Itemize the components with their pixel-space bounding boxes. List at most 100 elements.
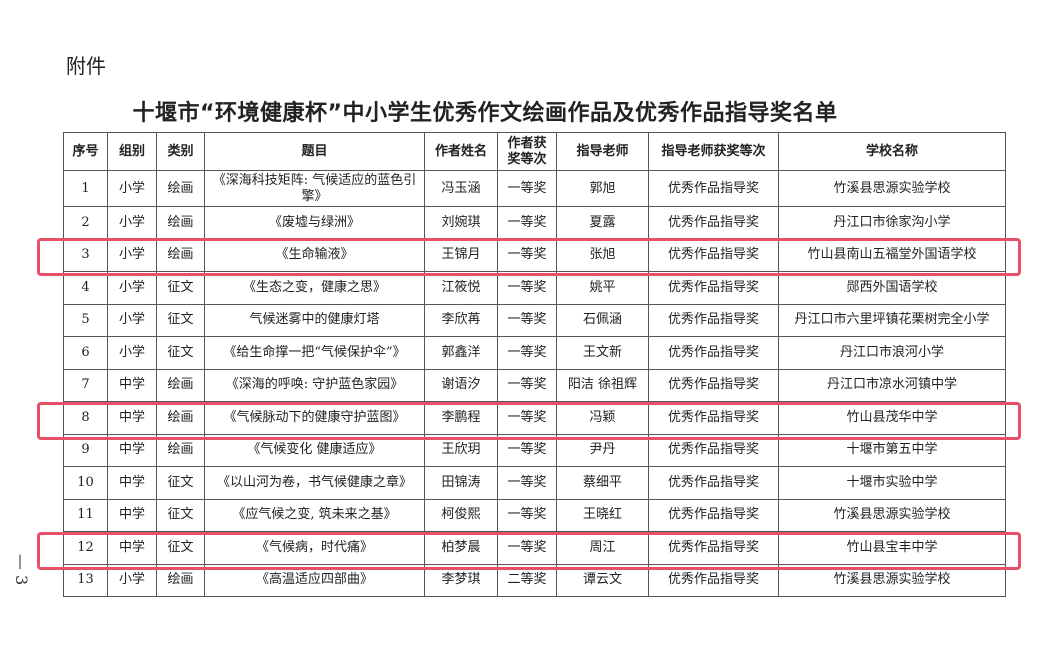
cell-teacher: 夏露 [556, 206, 649, 240]
cell-group: 中学 [107, 531, 157, 565]
cell-teacher: 郭旭 [556, 170, 649, 207]
table-row: 5 小学 征文 气候迷雾中的健康灯塔 李欣苒 一等奖 石佩涵 优秀作品指导奖 丹江口市六里坪镇花… [63, 303, 1006, 337]
table-row: 2 小学 绘画 《废墟与绿洲》 刘婉琪 一等奖 夏露 优秀作品指导奖 丹江口市徐家沟小学 [63, 206, 1006, 240]
cell-seq: 6 [63, 336, 108, 370]
cell-teacher: 姚平 [556, 271, 649, 305]
cell-seq: 2 [63, 206, 108, 240]
table-row: 10 中学 征文 《以山河为卷，书气候健康之章》 田锦涛 一等奖 蔡细平 优秀作品指导奖 十堰市… [63, 466, 1006, 500]
cell-category: 征文 [156, 498, 205, 532]
cell-author-award: 一等奖 [497, 336, 557, 370]
column-header: 组别 [107, 132, 157, 171]
cell-author: 李欣苒 [424, 303, 498, 337]
column-header: 指导老师获奖等次 [648, 132, 779, 171]
cell-seq: 4 [63, 271, 108, 305]
cell-author-award: 一等奖 [497, 498, 557, 532]
column-header: 题目 [204, 132, 425, 171]
cell-seq: 10 [63, 466, 108, 500]
cell-seq: 1 [63, 170, 108, 207]
highlight-box [37, 238, 1021, 276]
cell-title: 《废墟与绿洲》 [204, 206, 425, 240]
cell-title: 气候迷雾中的健康灯塔 [204, 303, 425, 337]
cell-school: 竹山县茂华中学 [778, 401, 1006, 435]
cell-seq: 3 [63, 238, 108, 272]
cell-author: 江筱悦 [424, 271, 498, 305]
column-header: 作者获奖等次 [497, 132, 557, 171]
table-row: 11 中学 征文 《应气候之变, 筑未来之基》 柯俊熙 一等奖 王晓红 优秀作品指导奖 竹溪县思… [63, 498, 1006, 532]
cell-category: 征文 [156, 271, 205, 305]
cell-teacher-award: 优秀作品指导奖 [648, 531, 779, 565]
cell-author: 冯玉涵 [424, 170, 498, 207]
cell-group: 中学 [107, 498, 157, 532]
cell-teacher: 周江 [556, 531, 649, 565]
cell-author: 李鹏程 [424, 401, 498, 435]
cell-teacher-award: 优秀作品指导奖 [648, 368, 779, 402]
cell-school: 竹山县宝丰中学 [778, 531, 1006, 565]
highlight-box [37, 532, 1021, 570]
cell-school: 丹江口市凉水河镇中学 [778, 368, 1006, 402]
cell-group: 中学 [107, 401, 157, 435]
table-row: 6 小学 征文 《给生命撑一把“气候保护伞”》 郭鑫洋 一等奖 王文新 优秀作品指导奖 丹江口市… [63, 336, 1006, 370]
cell-category: 绘画 [156, 206, 205, 240]
cell-school: 郧西外国语学校 [778, 271, 1006, 305]
award-table: 序号 组别 类别 题目 作者姓名 作者获奖等次 指导老师 指导老师获奖等次 学校名称 1 小学 绘画… [63, 132, 1006, 597]
cell-teacher: 阳洁 徐祖辉 [556, 368, 649, 402]
attachment-label: 附件 [66, 54, 106, 78]
cell-author: 刘婉琪 [424, 206, 498, 240]
cell-category: 征文 [156, 303, 205, 337]
cell-author: 田锦涛 [424, 466, 498, 500]
cell-teacher-award: 优秀作品指导奖 [648, 271, 779, 305]
cell-group: 小学 [107, 271, 157, 305]
table-row: 4 小学 征文 《生态之变，健康之思》 江筱悦 一等奖 姚平 优秀作品指导奖 郧西外国语学校 [63, 271, 1006, 305]
table-row: 1 小学 绘画 《深海科技矩阵: 气候适应的蓝色引擎》 冯玉涵 一等奖 郭旭 优秀作品指导奖竹… [63, 170, 1006, 207]
cell-category: 绘画 [156, 368, 205, 402]
cell-group: 中学 [107, 368, 157, 402]
cell-group: 中学 [107, 466, 157, 500]
cell-teacher-award: 优秀作品指导奖 [648, 170, 779, 207]
cell-author: 郭鑫洋 [424, 336, 498, 370]
cell-school: 竹溪县思源实验学校 [778, 498, 1006, 532]
cell-author-award: 一等奖 [497, 206, 557, 240]
cell-teacher: 张旭 [556, 238, 649, 272]
cell-teacher: 王晓红 [556, 498, 649, 532]
cell-category: 绘画 [156, 170, 205, 207]
cell-teacher: 石佩涵 [556, 303, 649, 337]
table-header-row: 序号 组别 类别 题目 作者姓名 作者获奖等次 指导老师 指导老师获奖等次 学校名称 [63, 132, 1006, 171]
page-number: — 3 [12, 553, 32, 586]
cell-school: 竹溪县思源实验学校 [778, 170, 1006, 207]
cell-school: 丹江口市六里坪镇花栗树完全小学 [778, 303, 1006, 337]
cell-title: 《气候病，时代痛》 [204, 531, 425, 565]
cell-author: 柏梦晨 [424, 531, 498, 565]
cell-teacher: 王文新 [556, 336, 649, 370]
cell-author-award: 一等奖 [497, 466, 557, 500]
cell-title: 《深海的呼唤: 守护蓝色家园》 [204, 368, 425, 402]
column-header: 学校名称 [778, 132, 1006, 171]
cell-teacher: 蔡细平 [556, 466, 649, 500]
cell-author: 谢语汐 [424, 368, 498, 402]
cell-school: 十堰市实验中学 [778, 466, 1006, 500]
cell-teacher-award: 优秀作品指导奖 [648, 498, 779, 532]
cell-title: 《应气候之变, 筑未来之基》 [204, 498, 425, 532]
cell-title: 《以山河为卷，书气候健康之章》 [204, 466, 425, 500]
cell-author-award: 一等奖 [497, 368, 557, 402]
cell-teacher-award: 优秀作品指导奖 [648, 206, 779, 240]
highlight-box [37, 402, 1021, 440]
table-row: 7 中学 绘画 《深海的呼唤: 守护蓝色家园》 谢语汐 一等奖 阳洁 徐祖辉 优秀作品指导奖丹… [63, 368, 1006, 402]
cell-school: 丹江口市徐家沟小学 [778, 206, 1006, 240]
cell-author: 柯俊熙 [424, 498, 498, 532]
document-title: 十堰市“环境健康杯”中小学生优秀作文绘画作品及优秀作品指导奖名单 [132, 101, 838, 126]
cell-author-award: 一等奖 [497, 401, 557, 435]
column-header: 指导老师 [556, 132, 649, 171]
cell-author-award: 一等奖 [497, 531, 557, 565]
cell-seq: 11 [63, 498, 108, 532]
cell-seq: 12 [63, 531, 108, 565]
cell-group: 小学 [107, 303, 157, 337]
cell-title: 《给生命撑一把“气候保护伞”》 [204, 336, 425, 370]
cell-teacher-award: 优秀作品指导奖 [648, 466, 779, 500]
cell-seq: 7 [63, 368, 108, 402]
cell-teacher-award: 优秀作品指导奖 [648, 401, 779, 435]
cell-title: 《深海科技矩阵: 气候适应的蓝色引擎》 [204, 170, 425, 207]
cell-school: 丹江口市浪河小学 [778, 336, 1006, 370]
column-header: 类别 [156, 132, 205, 171]
cell-title: 《生态之变，健康之思》 [204, 271, 425, 305]
